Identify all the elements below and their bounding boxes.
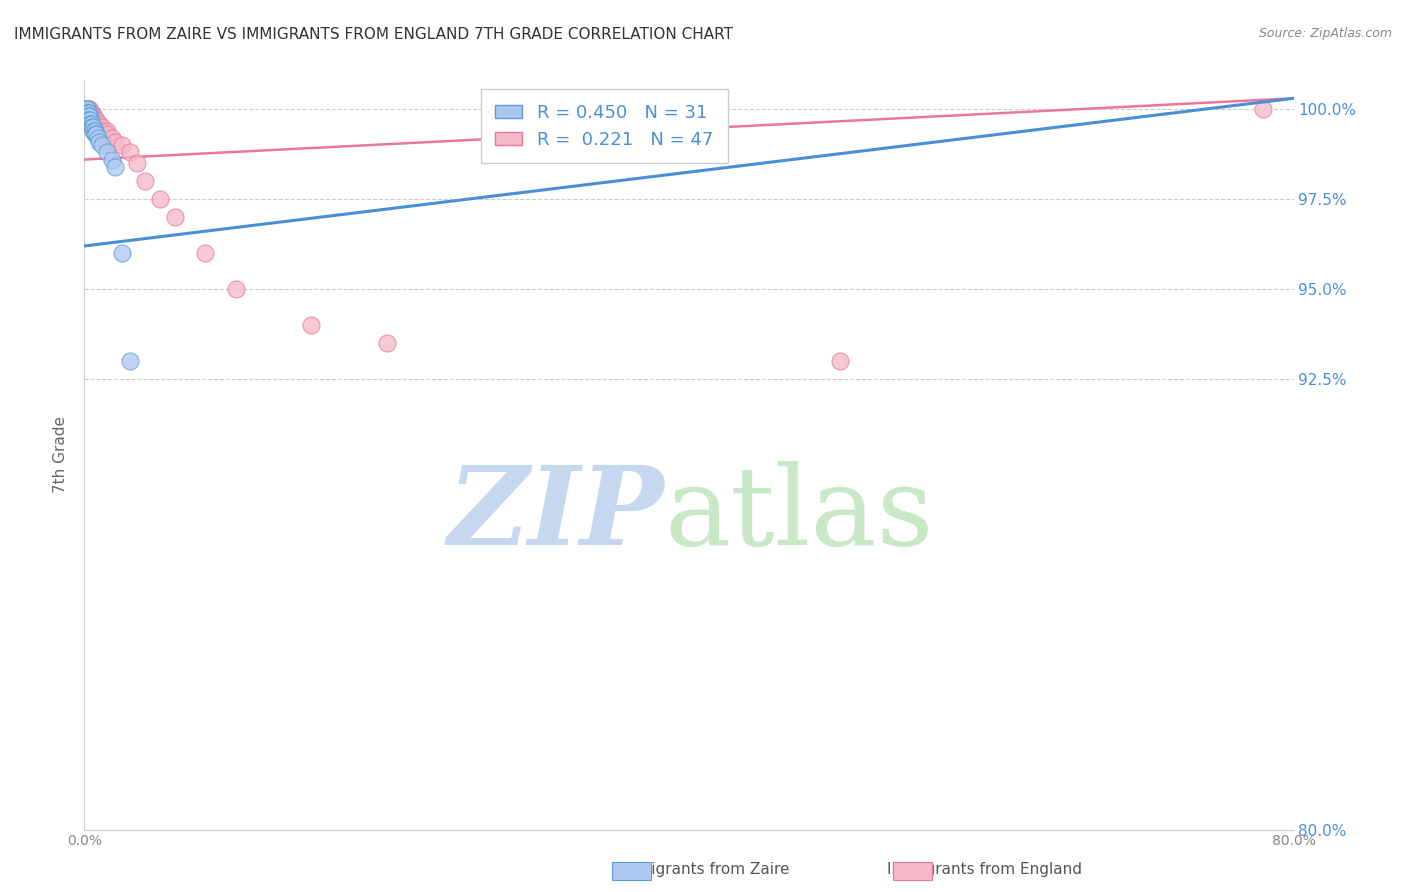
Point — [82, 109, 104, 123]
Point — [82, 109, 104, 123]
Point — [225, 282, 247, 296]
Point — [96, 145, 118, 160]
Point — [82, 109, 104, 123]
Point — [80, 109, 103, 123]
Point — [77, 109, 100, 123]
Point — [76, 105, 98, 120]
Point — [77, 109, 100, 123]
Point — [118, 354, 141, 368]
Point — [87, 131, 110, 145]
Point — [100, 131, 122, 145]
Point — [80, 120, 103, 134]
Point — [91, 138, 114, 153]
Point — [134, 174, 156, 188]
Y-axis label: 7th Grade: 7th Grade — [53, 417, 69, 493]
Point — [165, 210, 187, 224]
Point — [299, 318, 322, 333]
Point — [375, 336, 398, 351]
Point — [79, 105, 101, 120]
Point — [111, 246, 134, 260]
Point — [76, 102, 98, 116]
Point — [77, 102, 100, 116]
Point — [82, 124, 104, 138]
Point — [75, 102, 97, 116]
Point — [79, 105, 101, 120]
Text: atlas: atlas — [665, 461, 935, 568]
Point — [86, 128, 108, 142]
Text: Immigrants from England: Immigrants from England — [887, 863, 1081, 877]
Text: Immigrants from Zaire: Immigrants from Zaire — [617, 863, 789, 877]
Point — [89, 135, 111, 149]
Point — [104, 135, 127, 149]
Point — [79, 105, 101, 120]
Legend: R = 0.450   N = 31, R =  0.221   N = 47: R = 0.450 N = 31, R = 0.221 N = 47 — [481, 89, 728, 163]
Point — [76, 102, 98, 116]
Point — [80, 109, 103, 123]
Point — [80, 116, 103, 130]
Point — [96, 124, 118, 138]
Point — [77, 105, 100, 120]
Point — [96, 128, 118, 142]
Point — [75, 102, 97, 116]
Point — [100, 153, 122, 167]
Point — [77, 109, 100, 123]
Point — [194, 246, 217, 260]
Point — [75, 102, 97, 116]
Point — [77, 112, 100, 127]
Point — [104, 160, 127, 174]
Point — [127, 156, 149, 170]
Point — [79, 116, 101, 130]
Point — [830, 354, 852, 368]
Point — [84, 124, 107, 138]
Point — [77, 102, 100, 116]
Point — [76, 102, 98, 116]
Point — [76, 105, 98, 120]
Point — [87, 116, 110, 130]
Point — [79, 116, 101, 130]
Point — [80, 105, 103, 120]
Point — [75, 102, 97, 116]
Point — [91, 124, 114, 138]
Point — [80, 105, 103, 120]
Text: Source: ZipAtlas.com: Source: ZipAtlas.com — [1258, 27, 1392, 40]
Point — [149, 192, 172, 206]
Point — [89, 120, 111, 134]
Point — [79, 112, 101, 127]
Point — [89, 116, 111, 130]
Point — [86, 112, 108, 127]
Point — [84, 112, 107, 127]
Point — [111, 138, 134, 153]
Point — [82, 120, 104, 134]
Point — [76, 102, 98, 116]
Point — [77, 102, 100, 116]
Point — [89, 120, 111, 134]
Point — [79, 105, 101, 120]
Point — [91, 120, 114, 134]
Text: ZIP: ZIP — [449, 461, 665, 568]
Point — [86, 116, 108, 130]
Point — [76, 102, 98, 116]
Point — [76, 105, 98, 120]
Point — [77, 105, 100, 120]
Point — [84, 128, 107, 142]
Point — [84, 112, 107, 127]
Point — [118, 145, 141, 160]
Point — [77, 112, 100, 127]
Text: IMMIGRANTS FROM ZAIRE VS IMMIGRANTS FROM ENGLAND 7TH GRADE CORRELATION CHART: IMMIGRANTS FROM ZAIRE VS IMMIGRANTS FROM… — [14, 27, 733, 42]
Point — [1253, 102, 1275, 116]
Point — [86, 112, 108, 127]
